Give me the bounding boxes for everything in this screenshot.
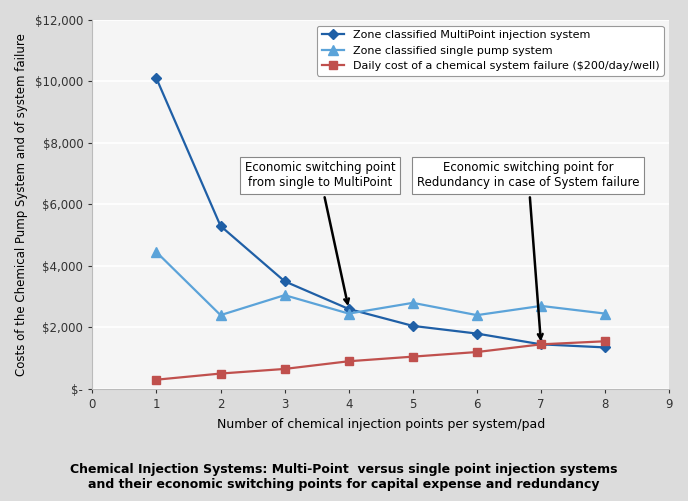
Legend: Zone classified MultiPoint injection system, Zone classified single pump system,: Zone classified MultiPoint injection sys…	[317, 26, 664, 76]
Text: Economic switching point for
Redundancy in case of System failure: Economic switching point for Redundancy …	[417, 161, 639, 339]
Y-axis label: Costs of the Chemical Pump System and of system failure: Costs of the Chemical Pump System and of…	[15, 33, 28, 376]
X-axis label: Number of chemical injection points per system/pad: Number of chemical injection points per …	[217, 418, 545, 431]
Text: Chemical Injection Systems: Multi-Point  versus single point injection systems
a: Chemical Injection Systems: Multi-Point …	[70, 463, 618, 491]
Text: Economic switching point
from single to MultiPoint: Economic switching point from single to …	[245, 161, 395, 304]
